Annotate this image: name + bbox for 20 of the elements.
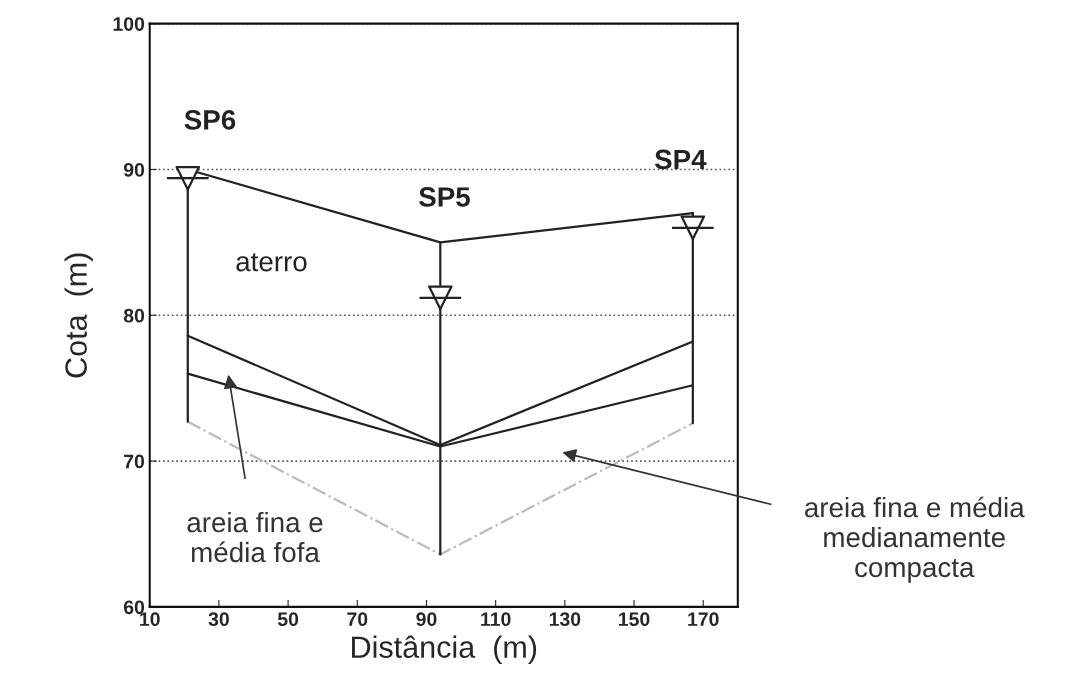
- x-tick-label: 30: [208, 612, 229, 627]
- y-tick-label: 70: [124, 454, 145, 469]
- annotation: areia fina e média fofa: [187, 511, 323, 563]
- annotation: SP4: [654, 149, 707, 170]
- x-tick-label: 70: [347, 612, 368, 627]
- x-tick-label: 90: [416, 612, 437, 627]
- x-tick-label: 110: [481, 612, 511, 627]
- x-tick-label: 170: [688, 612, 719, 627]
- annotation: SP6: [184, 110, 236, 130]
- x-tick-label: 50: [277, 612, 299, 627]
- text: areia fina e média medianamente compacta: [805, 496, 1025, 583]
- y-tick-label: 100: [113, 17, 145, 31]
- x-axis-title: Distância (m): [352, 635, 537, 665]
- y-axis-title: Cota (m): [64, 253, 93, 378]
- x-tick-label: 130: [549, 612, 581, 627]
- annotation: SP5: [419, 187, 470, 207]
- y-tick-label: 80: [123, 308, 145, 323]
- y-tick-label: 90: [123, 162, 145, 177]
- annotation: aterro: [236, 253, 307, 272]
- x-tick-label: 150: [619, 612, 650, 627]
